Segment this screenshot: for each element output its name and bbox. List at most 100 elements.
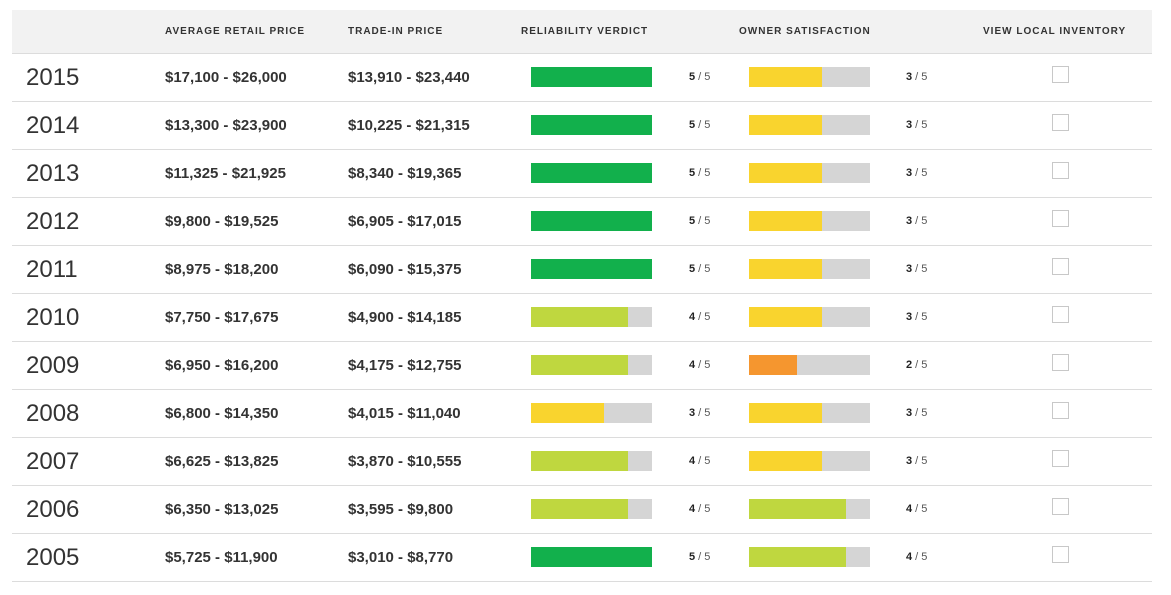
average-retail-price: $8,975 - $18,200: [165, 261, 279, 278]
trade-in-price: $3,010 - $8,770: [348, 549, 454, 566]
model-year: 2012: [26, 208, 80, 235]
view-inventory-checkbox[interactable]: [1052, 546, 1069, 563]
average-retail-price: $7,750 - $17,675: [165, 309, 279, 326]
average-retail-price: $9,800 - $19,525: [165, 213, 279, 230]
trade-in-price: $4,015 - $11,040: [348, 405, 461, 422]
table-row: 2005 $5,725 - $11,900 $3,010 - $8,770 5 …: [12, 534, 1152, 582]
reliability-bar-fill: [531, 547, 652, 567]
reliability-bar-fill: [531, 259, 652, 279]
model-year: 2015: [26, 64, 80, 91]
satisfaction-score: 3 / 5: [906, 119, 928, 131]
model-year: 2006: [26, 496, 80, 523]
satisfaction-score: 2 / 5: [906, 359, 928, 371]
reliability-score: 4 / 5: [689, 503, 711, 515]
table-row: 2011 $8,975 - $18,200 $6,090 - $15,375 5…: [12, 246, 1152, 294]
table-row: 2014 $13,300 - $23,900 $10,225 - $21,315…: [12, 102, 1152, 150]
view-inventory-checkbox[interactable]: [1052, 66, 1069, 83]
average-retail-price: $6,950 - $16,200: [165, 357, 279, 374]
view-inventory-checkbox[interactable]: [1052, 210, 1069, 227]
satisfaction-score: 4 / 5: [906, 551, 928, 563]
reliability-bar: [531, 355, 652, 375]
header-owner-satisfaction: OWNER SATISFACTION: [739, 26, 871, 37]
average-retail-price: $11,325 - $21,925: [165, 165, 286, 182]
reliability-bar: [531, 547, 652, 567]
reliability-score: 4 / 5: [689, 359, 711, 371]
reliability-score: 5 / 5: [689, 263, 711, 275]
model-year: 2011: [26, 256, 78, 283]
satisfaction-bar: [749, 403, 870, 423]
model-year: 2007: [26, 448, 80, 475]
average-retail-price: $13,300 - $23,900: [165, 117, 287, 134]
reliability-score: 5 / 5: [689, 119, 711, 131]
satisfaction-bar: [749, 115, 870, 135]
view-inventory-checkbox[interactable]: [1052, 498, 1069, 515]
reliability-bar-fill: [531, 451, 628, 471]
table-row: 2009 $6,950 - $16,200 $4,175 - $12,755 4…: [12, 342, 1152, 390]
reliability-bar: [531, 307, 652, 327]
satisfaction-bar: [749, 307, 870, 327]
trade-in-price: $6,905 - $17,015: [348, 213, 462, 230]
reliability-bar: [531, 403, 652, 423]
average-retail-price: $6,625 - $13,825: [165, 453, 279, 470]
reliability-score: 4 / 5: [689, 311, 711, 323]
satisfaction-bar-fill: [749, 499, 846, 519]
header-average-retail-price: AVERAGE RETAIL PRICE: [165, 26, 306, 37]
satisfaction-bar-fill: [749, 211, 822, 231]
reliability-bar-fill: [531, 499, 628, 519]
model-year: 2005: [26, 544, 80, 571]
reliability-bar: [531, 67, 652, 87]
trade-in-price: $8,340 - $19,365: [348, 165, 462, 182]
table-row: 2015 $17,100 - $26,000 $13,910 - $23,440…: [12, 54, 1152, 102]
header-trade-in-price: TRADE-IN PRICE: [348, 26, 444, 37]
reliability-bar: [531, 163, 652, 183]
reliability-bar: [531, 259, 652, 279]
average-retail-price: $17,100 - $26,000: [165, 69, 287, 86]
header-view-local-inventory: VIEW LOCAL INVENTORY: [983, 26, 1127, 37]
reliability-bar: [531, 499, 652, 519]
reliability-bar-fill: [531, 403, 604, 423]
satisfaction-bar-fill: [749, 307, 822, 327]
average-retail-price: $6,800 - $14,350: [165, 405, 279, 422]
view-inventory-checkbox[interactable]: [1052, 402, 1069, 419]
table-row: 2006 $6,350 - $13,025 $3,595 - $9,800 4 …: [12, 486, 1152, 534]
satisfaction-bar-fill: [749, 163, 822, 183]
model-year: 2008: [26, 400, 80, 427]
reliability-score: 5 / 5: [689, 71, 711, 83]
satisfaction-score: 3 / 5: [906, 311, 928, 323]
satisfaction-bar: [749, 211, 870, 231]
table-row: 2013 $11,325 - $21,925 $8,340 - $19,365 …: [12, 150, 1152, 198]
view-inventory-checkbox[interactable]: [1052, 258, 1069, 275]
reliability-score: 4 / 5: [689, 455, 711, 467]
satisfaction-bar-fill: [749, 547, 846, 567]
view-inventory-checkbox[interactable]: [1052, 114, 1069, 131]
reliability-bar-fill: [531, 67, 652, 87]
satisfaction-score: 3 / 5: [906, 407, 928, 419]
reliability-score: 5 / 5: [689, 551, 711, 563]
satisfaction-score: 3 / 5: [906, 167, 928, 179]
trade-in-price: $10,225 - $21,315: [348, 117, 470, 134]
satisfaction-bar: [749, 259, 870, 279]
satisfaction-bar-fill: [749, 67, 822, 87]
table-body: 2015 $17,100 - $26,000 $13,910 - $23,440…: [12, 54, 1152, 582]
satisfaction-bar: [749, 547, 870, 567]
view-inventory-checkbox[interactable]: [1052, 450, 1069, 467]
satisfaction-bar-fill: [749, 403, 822, 423]
satisfaction-bar-fill: [749, 355, 798, 375]
table-row: 2012 $9,800 - $19,525 $6,905 - $17,015 5…: [12, 198, 1152, 246]
reliability-score: 5 / 5: [689, 167, 711, 179]
reliability-bar: [531, 211, 652, 231]
reliability-bar: [531, 115, 652, 135]
satisfaction-bar: [749, 499, 870, 519]
view-inventory-checkbox[interactable]: [1052, 162, 1069, 179]
trade-in-price: $3,595 - $9,800: [348, 501, 454, 518]
trade-in-price: $13,910 - $23,440: [348, 69, 470, 86]
model-year: 2009: [26, 352, 80, 379]
model-year: 2013: [26, 160, 80, 187]
satisfaction-bar: [749, 451, 870, 471]
trade-in-price: $6,090 - $15,375: [348, 261, 462, 278]
satisfaction-score: 4 / 5: [906, 503, 928, 515]
view-inventory-checkbox[interactable]: [1052, 354, 1069, 371]
reliability-score: 3 / 5: [689, 407, 711, 419]
view-inventory-checkbox[interactable]: [1052, 306, 1069, 323]
reliability-bar: [531, 451, 652, 471]
